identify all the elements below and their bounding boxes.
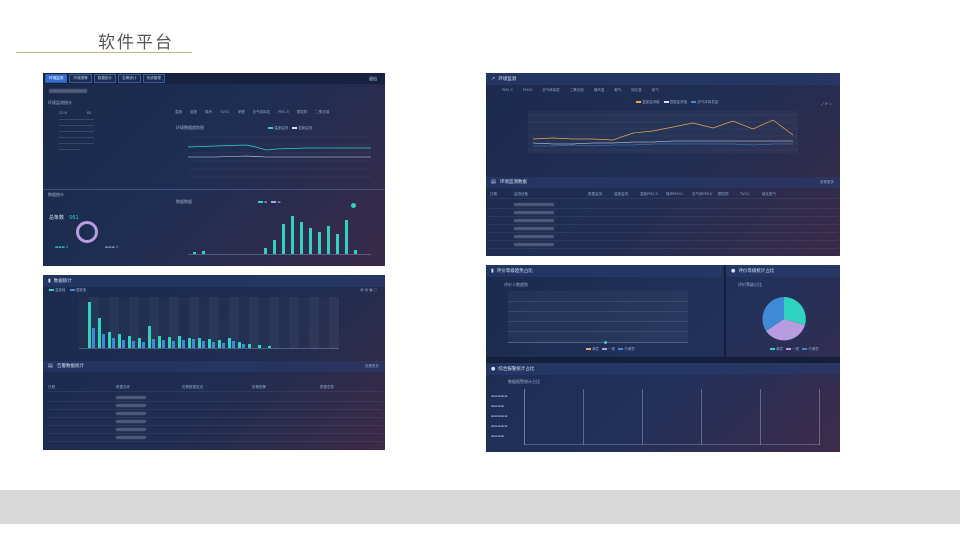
env-stat-block: 23.6 85 —————————— —————————— ——————————…: [59, 111, 94, 151]
table-row[interactable]: [488, 241, 838, 249]
bar-plot-area: [188, 203, 371, 255]
alarm-table: 日期 数据名称 告警数据发送 告警报警 数据总数: [46, 383, 382, 449]
legend-item: 二氧化碳: [315, 110, 330, 114]
right-legend: 满意 一般 不满意: [770, 347, 819, 351]
nav-tab-2[interactable]: 环境报警: [69, 74, 92, 83]
panel-title: 环境监测: [498, 77, 517, 82]
data-bar-chart: 数据数据 ▬ ▬: [176, 199, 376, 263]
table-row[interactable]: [46, 418, 382, 426]
table-row[interactable]: [488, 225, 838, 233]
panel-header-left: ▮ 评价等级趋势占比: [486, 265, 722, 277]
title-underline: [16, 52, 192, 53]
panel-gap: [724, 265, 726, 357]
bar-legend: ▬ ▬: [258, 200, 281, 204]
bar-chart-icon: ▮: [491, 268, 494, 274]
logout-link[interactable]: 退出: [369, 76, 377, 81]
panel-header: ↗ 环境监测: [486, 73, 840, 85]
table-section-title: 环境监测数据: [500, 180, 527, 185]
top-legend: PM2.5 PM10 总气体挥发 二氧化硫 噪声温 氨气 硫化氢 氮气: [502, 88, 659, 92]
bottom-chart-title: 数据报警统计占比: [508, 379, 540, 384]
table-row[interactable]: [46, 410, 382, 418]
bar-legend: 温度值 湿度值: [49, 288, 86, 292]
footer-band: [0, 490, 960, 524]
env-legend: 温度 湿度 噪声 TVOC 甲醛 总气体挥发 PM2.5 颗粒物 二氧化碳: [175, 110, 329, 114]
donut-caption-right: ▬▬▬ 0: [105, 245, 119, 249]
bar-chart-icon: ▮: [48, 278, 51, 284]
screenshot-data-statistics: ▮ 数据统计 温度值 湿度值 ▤ ▥ ▦ ▢: [43, 275, 385, 450]
line-chart-icon: ↗: [491, 76, 496, 82]
pie-chart-icon: ●: [491, 366, 496, 372]
line-chart-title: 环境数据趋势图: [176, 125, 204, 130]
section-title-env: 环境监测统计: [48, 100, 72, 105]
pie-chart-icon: ●: [731, 268, 736, 274]
env-line-chart: 环境数据趋势图 温度监测 湿度监测: [176, 125, 376, 185]
total-count: 总条数 561: [49, 215, 79, 221]
table-row[interactable]: [488, 217, 838, 225]
top-nav-bar: 环境监测 环境报警 数据统计 告警统计 系统管理 退出: [43, 73, 385, 84]
nav-tab-3[interactable]: 数据统计: [93, 74, 117, 83]
chart-legend: 温度监测值 湿度监测值 总气体挥发量: [636, 100, 718, 104]
env-multi-line-chart: [528, 114, 798, 151]
stats-bar-plot: [79, 297, 339, 349]
panel-header: ▮ 数据统计: [43, 275, 385, 287]
evaluation-trend-chart: [508, 291, 688, 344]
screenshot-environment-monitor: ↗ 环境监测 PM2.5 PM10 总气体挥发 二氧化硫 噪声温 氨气 硫化氢 …: [486, 73, 840, 256]
nav-tab-5[interactable]: 系统管理: [142, 74, 165, 83]
table-header-bar: ▤ 环境监测数据 查看更多: [486, 177, 840, 188]
screenshot-evaluation-stats: ▮ 评价等级趋势占比 评价人数趋势 满意 一般 不满意 ● 评价等级统计占比 评…: [486, 265, 840, 452]
legend-item: 温度: [175, 110, 182, 114]
evaluation-pie-chart: [762, 297, 806, 341]
view-more-link[interactable]: 查看更多: [820, 180, 834, 184]
table-row[interactable]: [488, 209, 838, 217]
table-row[interactable]: [46, 394, 382, 402]
table-row[interactable]: [488, 233, 838, 241]
slide-title: 软件平台: [98, 33, 174, 53]
view-more-link[interactable]: 查看更多: [365, 364, 379, 368]
blurred-heading: [49, 89, 87, 93]
legend-item: PM2.5: [278, 110, 289, 114]
screenshot-dashboard-overview: 环境监测 环境报警 数据统计 告警统计 系统管理 退出 环境监测统计 23.6 …: [43, 73, 385, 266]
horizontal-bar-chart: ▬▬▬▬▬ ▬▬▬▬ ▬▬▬▬▬ ▬▬▬▬▬ ▬▬▬▬: [491, 389, 820, 445]
section-title-stats: 数据统计: [48, 192, 64, 197]
table-icon: ▤: [491, 179, 496, 185]
table-row[interactable]: [46, 426, 382, 434]
left-chart-title: 评价人数趋势: [504, 282, 528, 287]
table-header-bar: ▤ 告警数据统计 查看更多: [43, 361, 385, 372]
donut-caption-left: ▬▬▬ 0: [55, 245, 69, 249]
nav-tab-1[interactable]: 环境监测: [45, 74, 68, 83]
env-table: 日期 监测设备 数据监测 温度监测 湿度PM2.5 噪声PM10 总气体PM10…: [488, 190, 838, 254]
legend-item: 湿度: [190, 110, 197, 114]
right-chart-title: 评价等级占比: [738, 282, 762, 287]
bar-chart-title: 数据数据: [176, 199, 192, 204]
panel-header-bottom: ● 综合报警统计占比: [486, 363, 840, 375]
table-icon: ▤: [48, 363, 53, 369]
table-row[interactable]: [46, 402, 382, 410]
legend-item: 甲醛: [237, 110, 245, 114]
legend-item: 噪声: [205, 110, 212, 114]
legend-item: 总气体挥发: [252, 110, 271, 114]
nav-tab-4[interactable]: 告警统计: [118, 74, 141, 83]
chart-tool-icons[interactable]: ⤢ ⟳ ⇩: [821, 102, 832, 106]
line-chart-svg: [187, 136, 371, 178]
divider: [43, 189, 385, 190]
legend-item: TVOC: [220, 110, 230, 114]
line-chart-legend: 温度监测 湿度监测: [268, 126, 312, 130]
table-header-row: 日期 监测设备 数据监测 温度监测 湿度PM2.5 噪声PM10 总气体PM10…: [488, 190, 838, 199]
table-row[interactable]: [488, 201, 838, 209]
panel-gap: [486, 357, 840, 363]
table-section-title: 告警数据统计: [57, 364, 84, 369]
panel-tool-icons[interactable]: ▤ ▥ ▦ ▢: [360, 288, 377, 292]
donut-ring: [76, 221, 98, 243]
left-legend: 满意 一般 不满意: [586, 347, 635, 351]
panel-title: 数据统计: [53, 279, 72, 284]
table-row[interactable]: [46, 434, 382, 442]
table-header-row: 日期 数据名称 告警数据发送 告警报警 数据总数: [46, 383, 382, 392]
legend-item: 颗粒物: [296, 110, 308, 114]
panel-header-right: ● 评价等级统计占比: [726, 265, 840, 277]
